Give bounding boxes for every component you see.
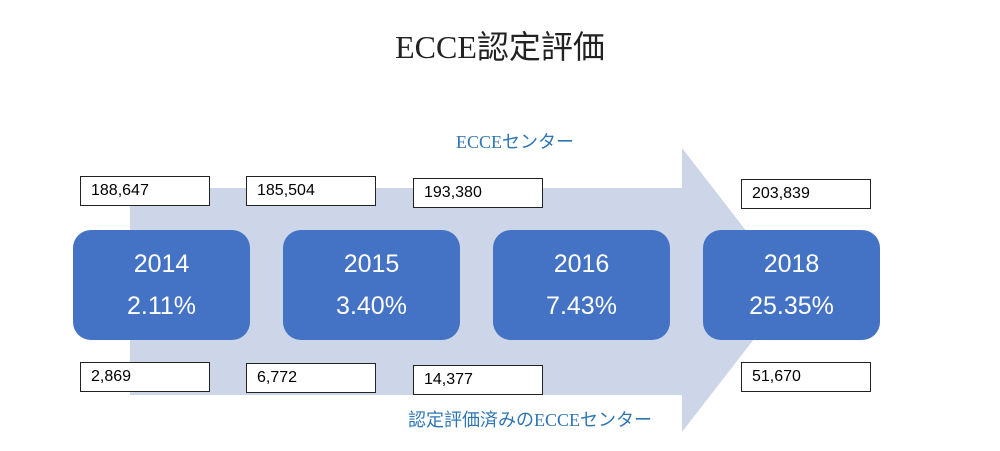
rate: 2.11%	[126, 292, 197, 320]
certified-box: 2,869	[80, 362, 210, 392]
centers-box: 193,380	[413, 178, 543, 208]
arrow-shape	[130, 148, 792, 432]
stage-box: 2014 2.11%	[73, 230, 250, 340]
top-label: ECCEセンター	[455, 132, 574, 152]
rate: 25.35%	[749, 292, 834, 320]
year: 2018	[763, 250, 820, 278]
year: 2016	[553, 250, 610, 278]
centers-box: 203,839	[741, 179, 871, 209]
certified-box: 6,772	[246, 363, 376, 393]
certified-box: 14,377	[413, 365, 543, 395]
centers-box: 185,504	[246, 176, 376, 206]
centers-box: 188,647	[80, 176, 210, 206]
stage-box: 2015 3.40%	[283, 230, 460, 340]
rate: 3.40%	[336, 292, 407, 320]
stage-box: 2016 7.43%	[493, 230, 670, 340]
rate: 7.43%	[546, 292, 617, 320]
year: 2014	[133, 250, 190, 278]
stage-box: 2018 25.35%	[703, 230, 880, 340]
title: ECCE認定評価	[395, 29, 605, 65]
year: 2015	[343, 250, 400, 278]
bottom-label: 認定評価済みのECCEセンター	[407, 410, 652, 430]
certified-box: 51,670	[741, 362, 871, 392]
